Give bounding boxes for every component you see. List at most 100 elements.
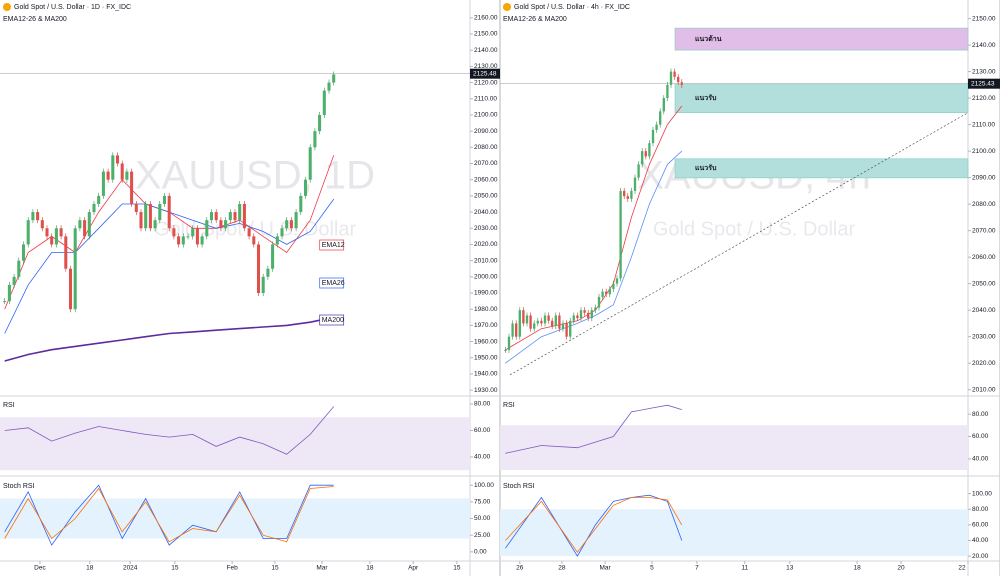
candle — [50, 236, 54, 245]
candle — [7, 284, 11, 302]
chart-title: Gold Spot / U.S. Dollar · 1D · FX_IDC — [14, 4, 131, 11]
y-tick-label: 2070.00 — [972, 227, 996, 234]
candle — [659, 111, 662, 125]
y-tick-label: 2130.00 — [474, 63, 498, 70]
y-tick-label: 2140.00 — [474, 47, 498, 54]
last-price-label: 2125.43 — [971, 80, 995, 87]
legend-label: MA200 — [322, 317, 344, 324]
candle — [673, 71, 676, 77]
candle — [583, 310, 586, 313]
candle — [125, 171, 129, 180]
candle — [97, 195, 101, 204]
y-tick-label: 2040.00 — [474, 209, 498, 216]
candle — [651, 129, 655, 144]
candle — [529, 315, 532, 329]
rsi-label: RSI — [3, 402, 15, 409]
y-tick-label: 2040.00 — [972, 307, 996, 314]
candle — [64, 236, 68, 269]
candle — [130, 171, 134, 204]
candle — [648, 143, 651, 157]
symbol-icon — [3, 3, 11, 11]
candle — [167, 195, 171, 229]
last-price-label: 2125.48 — [473, 70, 497, 77]
candle — [662, 98, 665, 112]
watermark: XAUUSD, 1D — [135, 154, 375, 198]
candle — [285, 220, 289, 229]
x-tick-label: Apr — [408, 565, 419, 572]
rsi-label: RSI — [503, 402, 515, 409]
y-tick-label: 2060.00 — [972, 254, 996, 261]
candle — [515, 323, 518, 337]
candle — [214, 212, 218, 221]
candle — [327, 82, 331, 91]
watermark-subtitle: Gold Spot / U.S. Dollar — [653, 218, 856, 240]
moving-average — [4, 316, 334, 362]
candle — [543, 315, 547, 324]
candle — [233, 212, 237, 221]
rsi-tick-label: 80.00 — [474, 401, 491, 408]
y-tick-label: 1970.00 — [474, 322, 498, 329]
candle — [590, 310, 593, 319]
x-tick-label: Mar — [600, 565, 612, 572]
candle — [73, 228, 77, 310]
candle — [280, 228, 284, 237]
candle — [78, 220, 82, 229]
candle — [261, 276, 265, 294]
y-tick-label: 2020.00 — [474, 241, 498, 248]
stoch-tick-label: 100.00 — [972, 490, 992, 497]
x-tick-label: 15 — [453, 565, 461, 572]
candle — [623, 190, 626, 197]
y-tick-label: 2100.00 — [972, 148, 996, 155]
y-tick-label: 2130.00 — [972, 68, 996, 75]
candle — [177, 236, 181, 245]
candle — [266, 268, 270, 277]
candle — [162, 195, 167, 204]
y-tick-label: 2050.00 — [972, 280, 996, 287]
candle — [101, 171, 105, 196]
x-tick-label: Dec — [34, 565, 46, 572]
candle — [540, 320, 543, 324]
candle — [289, 220, 293, 229]
chart-title: Gold Spot / U.S. Dollar · 4h · FX_IDC — [514, 4, 630, 11]
last-price-tag — [968, 78, 1000, 89]
x-tick-label: Feb — [227, 565, 239, 572]
candle — [554, 315, 557, 327]
candle — [507, 336, 511, 350]
candle — [637, 164, 640, 178]
x-tick-label: 13 — [786, 565, 794, 572]
candle — [655, 124, 658, 130]
candle — [200, 236, 204, 245]
candle — [511, 323, 514, 337]
rsi-line — [505, 404, 682, 454]
candle — [21, 244, 26, 261]
y-tick-label: 2060.00 — [474, 176, 498, 183]
stoch-tick-label: 25.00 — [474, 532, 491, 539]
y-tick-label: 2010.00 — [972, 386, 996, 393]
y-tick-label: 2150.00 — [972, 15, 996, 22]
candle — [677, 76, 680, 83]
x-tick-label: Mar — [316, 565, 328, 572]
candle — [626, 196, 629, 199]
last-price-tag — [470, 68, 500, 79]
candle — [318, 114, 322, 132]
candle — [144, 203, 148, 229]
stoch-band — [0, 498, 470, 539]
candle — [31, 212, 35, 221]
y-tick-label: 1940.00 — [474, 371, 498, 378]
candle — [547, 315, 550, 321]
candle — [612, 283, 615, 289]
legend-box — [319, 239, 345, 251]
x-tick-label: 18 — [366, 565, 374, 572]
zone-label: แนวรับ — [695, 164, 717, 172]
legend-label: EMA12 — [322, 242, 345, 249]
candle — [153, 220, 157, 229]
rsi-tick-label: 80.00 — [972, 411, 989, 418]
candle — [565, 323, 568, 337]
candle — [228, 212, 232, 221]
y-tick-label: 2080.00 — [972, 201, 996, 208]
candle — [572, 315, 575, 321]
stoch-label: Stoch RSI — [3, 483, 35, 490]
candle — [111, 155, 115, 180]
y-tick-label: 2000.00 — [474, 274, 498, 281]
candle — [219, 220, 223, 229]
